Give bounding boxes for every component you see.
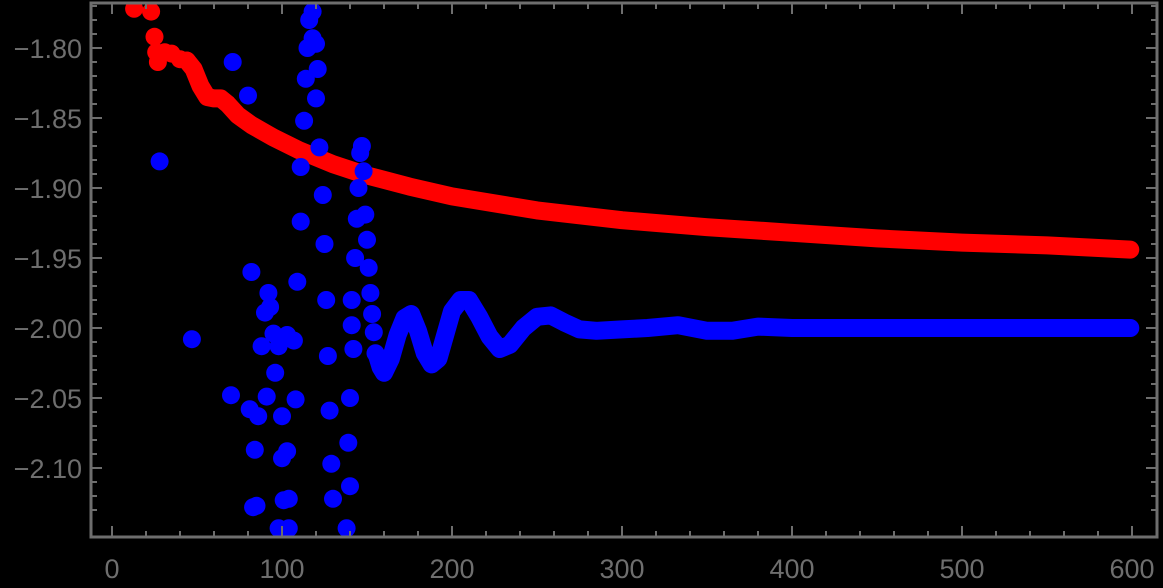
data-point xyxy=(266,363,285,382)
data-point xyxy=(317,291,336,309)
data-point xyxy=(279,489,298,508)
data-point xyxy=(342,291,361,309)
red-curve xyxy=(177,51,1140,259)
data-point xyxy=(361,284,380,302)
data-point xyxy=(363,305,382,323)
data-point xyxy=(150,152,169,171)
data-point xyxy=(222,386,240,405)
data-point xyxy=(245,440,264,459)
data-point xyxy=(307,34,325,53)
y-tick-label: −2.10 xyxy=(14,454,82,484)
data-point xyxy=(261,298,280,316)
x-tick-label: 500 xyxy=(939,554,984,584)
data-point xyxy=(142,3,161,21)
y-tick-label: −1.90 xyxy=(14,174,82,204)
data-point xyxy=(322,454,341,473)
data-point xyxy=(342,316,361,335)
data-point xyxy=(145,27,164,46)
data-point xyxy=(341,389,359,407)
x-tick-label: 200 xyxy=(429,554,474,584)
series-layer xyxy=(125,3,1140,537)
data-point xyxy=(308,60,327,78)
blue-series xyxy=(150,3,1140,537)
data-point xyxy=(346,249,365,267)
data-point xyxy=(356,205,375,224)
data-point xyxy=(364,323,383,342)
data-point xyxy=(344,340,363,358)
data-point xyxy=(259,284,278,302)
data-point xyxy=(286,390,305,409)
data-point xyxy=(303,3,322,21)
x-tick-label: 600 xyxy=(1109,554,1154,584)
data-point xyxy=(182,330,201,349)
x-tick-label: 0 xyxy=(104,554,119,584)
y-tick-label: −1.85 xyxy=(14,104,82,134)
data-point xyxy=(242,263,261,281)
data-point xyxy=(349,179,368,197)
x-tick-label: 400 xyxy=(769,554,814,584)
x-tick-label: 300 xyxy=(599,554,644,584)
data-point xyxy=(278,442,297,461)
data-point xyxy=(320,401,339,420)
data-point xyxy=(288,272,307,291)
data-point xyxy=(247,496,266,515)
data-point xyxy=(354,162,373,181)
data-point xyxy=(339,433,358,452)
data-point xyxy=(257,387,276,406)
y-tick-label: −1.95 xyxy=(14,244,82,274)
data-point xyxy=(291,212,310,231)
data-point xyxy=(337,519,356,537)
data-point xyxy=(284,331,303,350)
data-point xyxy=(296,69,315,88)
data-point xyxy=(239,86,257,105)
data-point xyxy=(352,137,371,155)
data-point xyxy=(252,337,271,356)
data-point xyxy=(279,519,298,537)
y-tick-label: −1.80 xyxy=(14,34,82,64)
plot-frame xyxy=(89,1,1159,539)
data-point xyxy=(295,111,314,130)
y-tick-label: −2.00 xyxy=(14,314,82,344)
data-point xyxy=(273,407,291,426)
data-point xyxy=(318,347,337,365)
y-tick-label: −2.05 xyxy=(14,384,82,414)
data-point xyxy=(307,89,325,108)
axes xyxy=(89,1,1159,539)
data-point xyxy=(310,138,329,157)
data-point xyxy=(315,235,334,253)
red-series xyxy=(125,3,1140,259)
blue-curve xyxy=(368,291,1140,382)
data-point xyxy=(366,344,385,363)
data-point xyxy=(125,3,144,18)
data-point xyxy=(313,186,332,204)
data-point xyxy=(249,407,268,426)
data-point xyxy=(358,230,376,249)
data-point xyxy=(359,258,378,277)
data-point xyxy=(223,53,242,71)
data-point xyxy=(324,489,342,508)
data-point xyxy=(341,477,359,496)
data-point xyxy=(291,158,310,176)
tick-labels: 0 100 200 300 400 500 600 −1.80 −1.85 −1.90 −1.95 −… xyxy=(14,34,1155,584)
x-tick-label: 100 xyxy=(259,554,304,584)
data-point xyxy=(177,51,196,70)
